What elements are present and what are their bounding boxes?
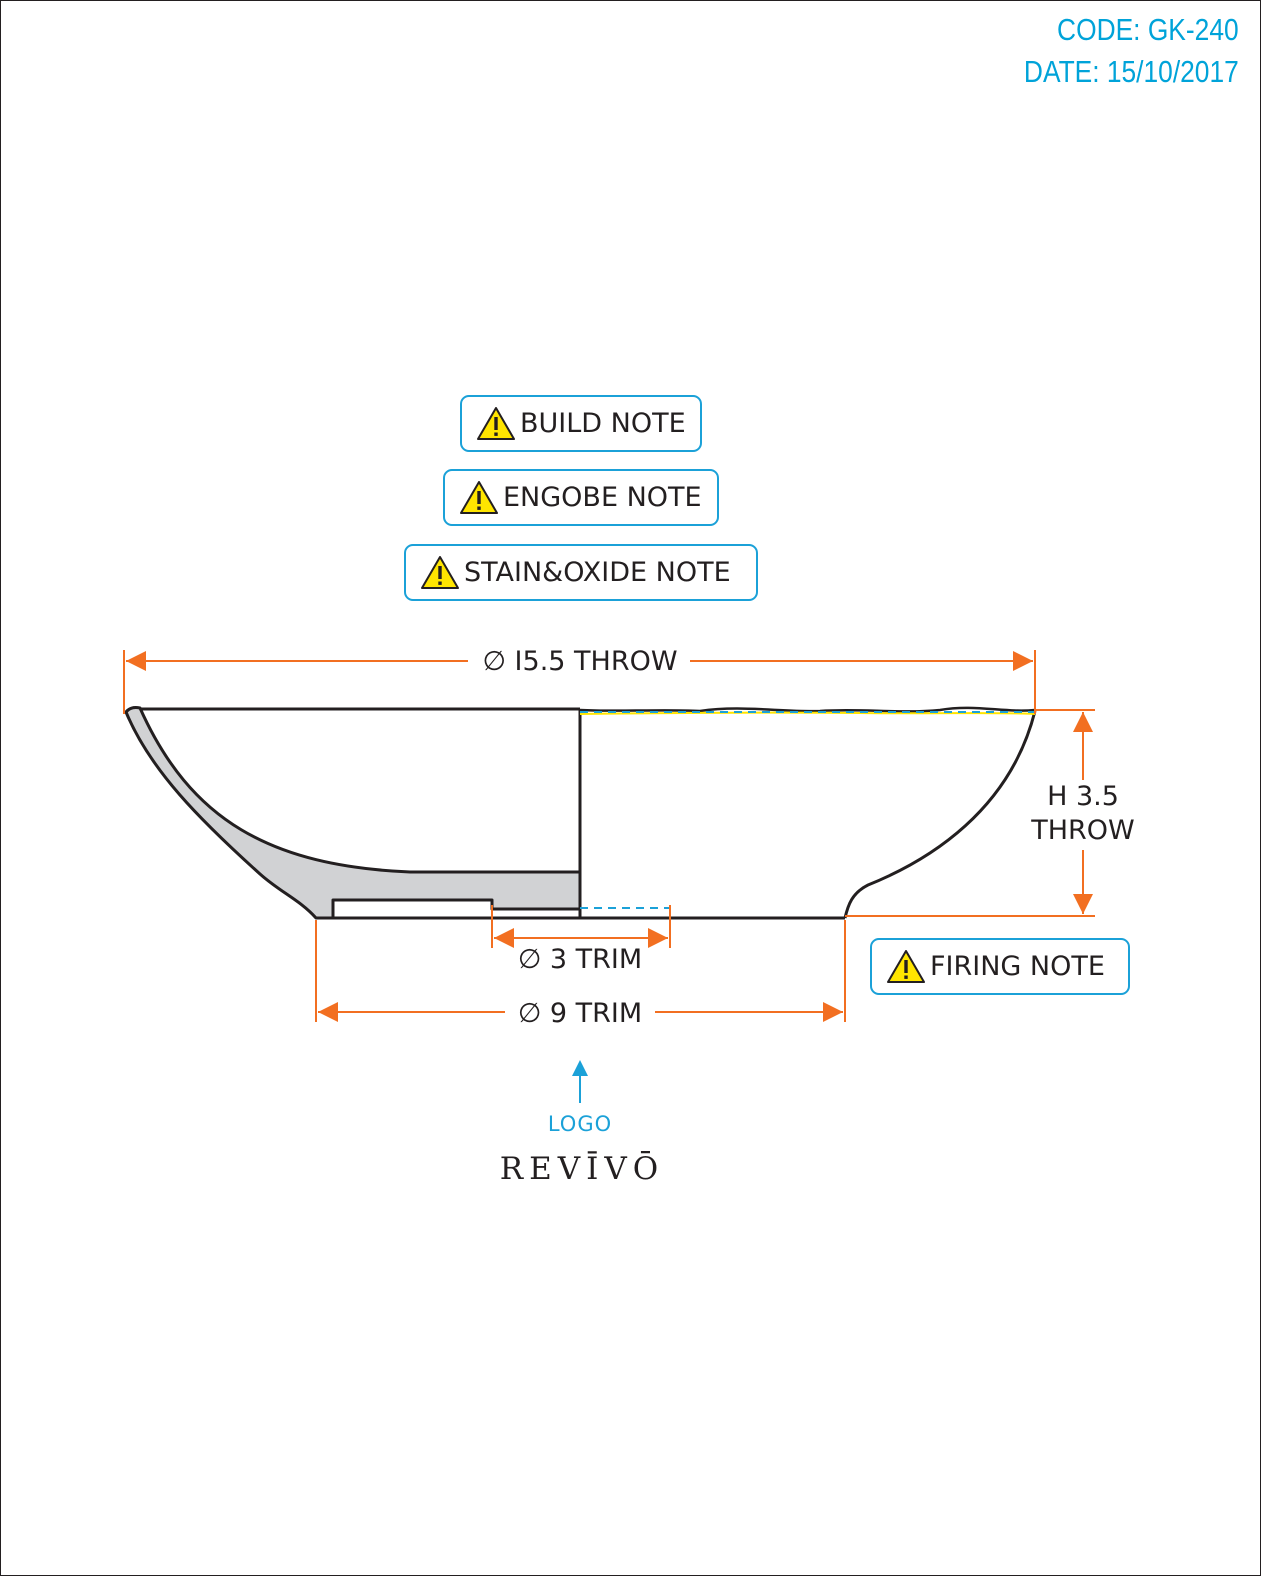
- build-note-badge[interactable]: BUILD NOTE: [460, 395, 702, 452]
- warning-triangle-icon: [421, 556, 459, 589]
- wavy-rim-line: [579, 706, 1036, 713]
- inner-trim-label: ∅ 3 TRIM: [518, 944, 642, 975]
- product-code: CODE: GK-240: [1057, 12, 1239, 47]
- drawing-date: DATE: 15/10/2017: [1024, 54, 1239, 89]
- dim-height: H 3.5 THROW: [845, 709, 1135, 917]
- bowl-exterior-half: [316, 706, 1037, 920]
- exterior-profile: [843, 710, 1037, 919]
- bowl-section-half: [124, 706, 582, 920]
- arrow-up-icon: [572, 1060, 588, 1103]
- firing-note-label: FIRING NOTE: [930, 951, 1105, 982]
- dim-outer-trim: ∅ 9 TRIM: [315, 920, 846, 1029]
- section-fill: [124, 706, 582, 920]
- engobe-note-label: ENGOBE NOTE: [503, 482, 702, 513]
- dim-inner-trim: ∅ 3 TRIM: [491, 905, 671, 975]
- firing-note-badge[interactable]: FIRING NOTE: [870, 938, 1130, 995]
- height-label-line1: H 3.5: [1047, 781, 1119, 812]
- warning-triangle-icon: [477, 407, 515, 440]
- stain-oxide-note-label: STAIN&OXIDE NOTE: [464, 557, 731, 588]
- dim-throw-diameter: ∅ I5.5 THROW: [123, 646, 1036, 714]
- outer-trim-label: ∅ 9 TRIM: [518, 998, 642, 1029]
- brand-wordmark: REVĪVŌ: [500, 1150, 664, 1187]
- warning-triangle-icon: [460, 481, 498, 514]
- build-note-label: BUILD NOTE: [520, 408, 686, 439]
- throw-diameter-label: ∅ I5.5 THROW: [482, 646, 677, 677]
- logo-callout: LOGO REVĪVŌ: [500, 1060, 664, 1187]
- logo-label: LOGO: [548, 1112, 612, 1136]
- height-label-line2: THROW: [1030, 815, 1135, 846]
- warning-triangle-icon: [887, 950, 925, 983]
- stain-oxide-note-badge[interactable]: STAIN&OXIDE NOTE: [404, 544, 758, 601]
- engobe-note-badge[interactable]: ENGOBE NOTE: [443, 469, 719, 526]
